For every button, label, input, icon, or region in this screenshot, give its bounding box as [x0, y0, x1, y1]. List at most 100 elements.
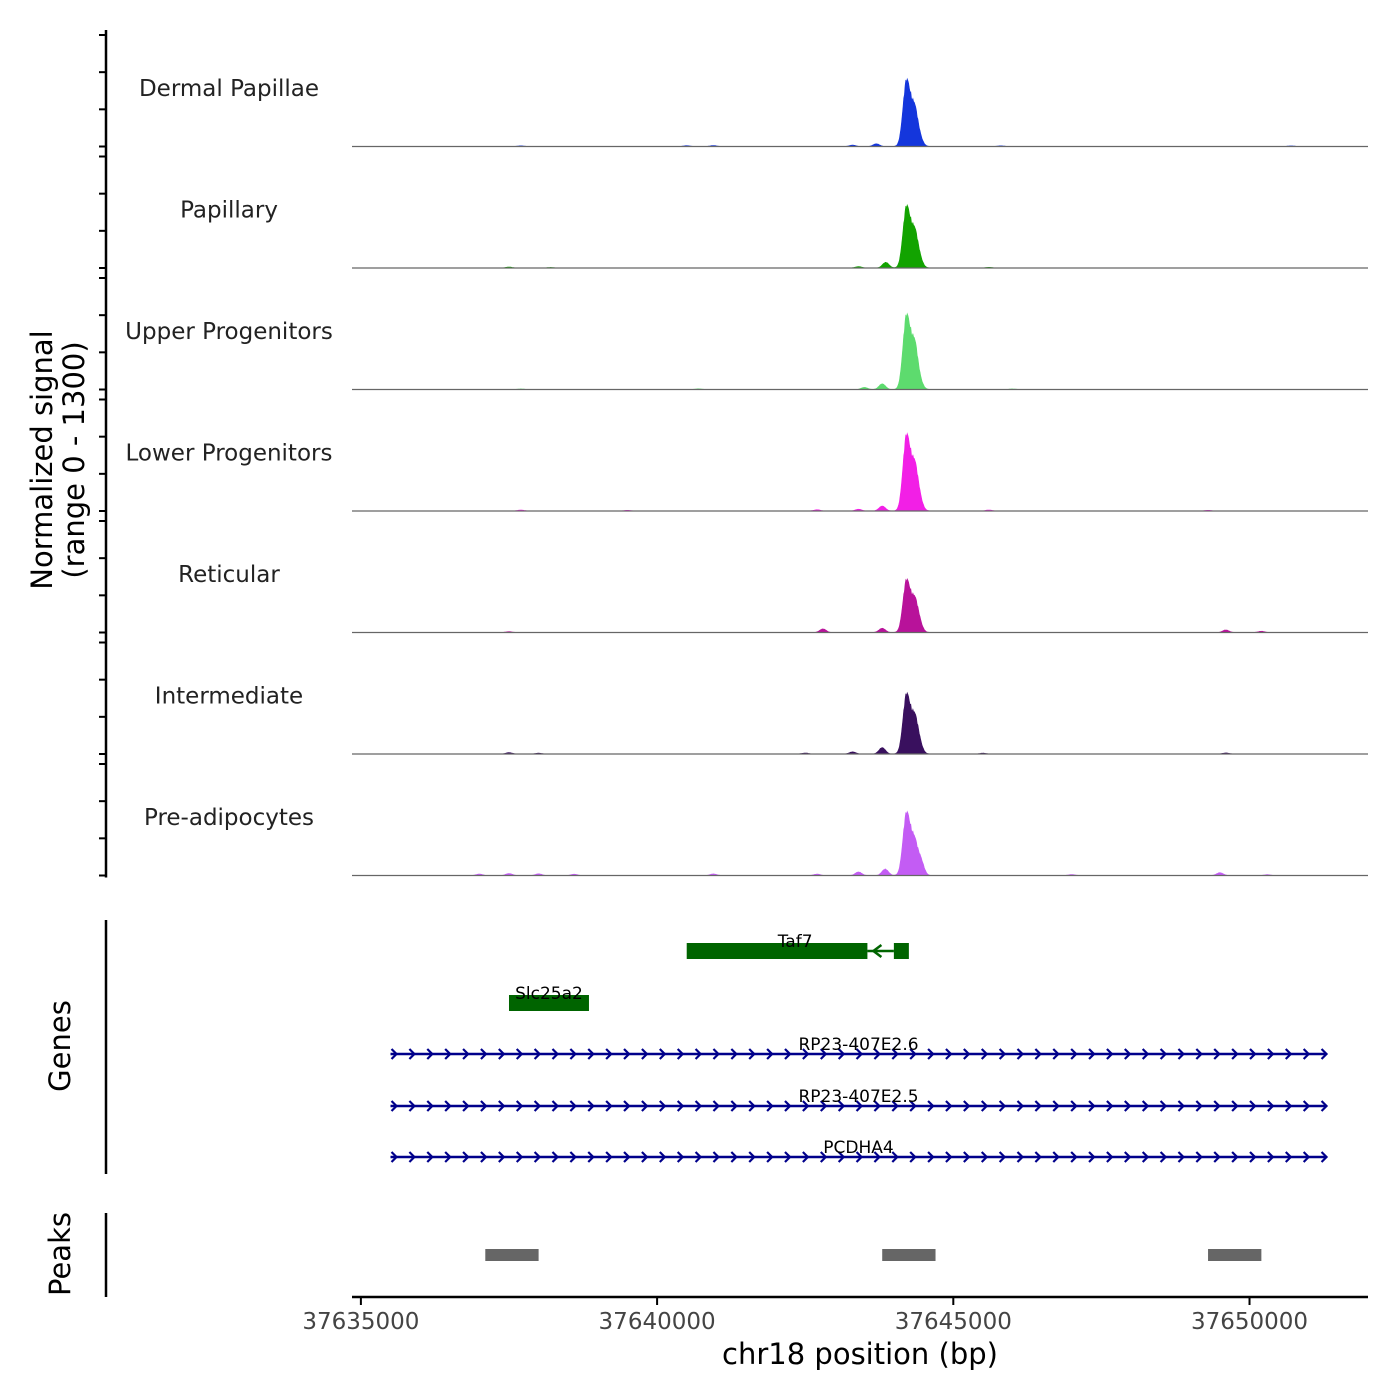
peak-region — [882, 1249, 936, 1261]
gene-strand-arrow — [462, 1048, 470, 1060]
gene-label: RP23-407E2.5 — [798, 1087, 918, 1107]
gene-strand-arrow — [515, 1048, 524, 1060]
gene-1: Slc25a2 — [508, 984, 589, 1011]
track-area — [352, 432, 1368, 512]
track-area — [352, 312, 1368, 390]
gene-strand-arrow — [766, 1100, 774, 1112]
track-area — [352, 577, 1368, 633]
gene-strand-arrow — [498, 1100, 506, 1112]
gene-strand-arrow — [587, 1048, 595, 1060]
gene-strand-arrow — [1088, 1151, 1096, 1163]
gene-exon — [893, 943, 909, 959]
gene-strand-arrow — [998, 1048, 1007, 1060]
gene-strand-arrow — [1070, 1100, 1078, 1112]
gene-label: Taf7 — [777, 932, 813, 952]
gene-strand-arrow — [891, 1151, 899, 1163]
gene-strand-arrow — [1106, 1100, 1114, 1112]
gene-strand-arrow — [1195, 1151, 1203, 1163]
gene-strand-arrow — [748, 1100, 756, 1112]
gene-strand-arrow — [873, 1151, 881, 1163]
gene-strand-arrow — [945, 1048, 953, 1060]
gene-strand-arrow — [1195, 1048, 1203, 1060]
x-tick-label: 37650000 — [1191, 1309, 1308, 1335]
gene-strand-arrow — [963, 1048, 971, 1060]
gene-strand-arrow — [533, 1048, 542, 1060]
axes: 37635000 37640000 37645000 37650000 — [99, 30, 1368, 1335]
gene-strand-arrow — [623, 1048, 631, 1060]
gene-strand-arrow — [802, 1151, 810, 1163]
gene-label: Slc25a2 — [515, 984, 583, 1004]
y-axis-title: Normalized signal — [25, 330, 59, 589]
gene-strand-arrow — [837, 1100, 846, 1112]
track-label: Pre-adipocytes — [144, 805, 314, 831]
gene-strand-arrow — [1159, 1100, 1168, 1112]
gene-strand-arrow — [784, 1100, 792, 1112]
gene-strand-arrow — [569, 1151, 577, 1163]
gene-strand-arrow — [1177, 1048, 1186, 1060]
track-area — [352, 204, 1368, 269]
gene-4: PCDHA4 — [390, 1138, 1329, 1163]
gene-annotation-panel: Taf7 Slc25a2 RP23-407E2.6 RP23-407E2.5 PCDHA… — [390, 932, 1329, 1163]
gene-strand-arrow — [408, 1048, 416, 1060]
gene-strand-arrow — [551, 1151, 560, 1163]
gene-strand-arrow — [730, 1151, 738, 1163]
gene-strand-arrow — [748, 1048, 756, 1060]
gene-strand-arrow — [462, 1100, 470, 1112]
gene-strand-arrow — [498, 1151, 506, 1163]
track-label: Papillary — [180, 197, 278, 223]
gene-strand-arrow — [766, 1048, 774, 1060]
gene-strand-arrow — [980, 1100, 989, 1112]
track-0: Dermal Papillae — [139, 76, 1368, 148]
gene-strand-arrow — [551, 1100, 560, 1112]
gene-strand-arrow — [676, 1100, 685, 1112]
genes-panel-label: Genes — [43, 1000, 77, 1092]
gene-strand-arrow — [980, 1048, 989, 1060]
gene-strand-arrow — [551, 1048, 560, 1060]
gene-strand-arrow — [1177, 1100, 1186, 1112]
gene-strand-arrow — [480, 1151, 488, 1163]
gene-strand-arrow — [1284, 1100, 1293, 1112]
track-1: Papillary — [180, 197, 1368, 269]
gene-strand-arrow — [1249, 1048, 1257, 1060]
gene-strand-arrow — [1284, 1151, 1293, 1163]
gene-strand-arrow — [1034, 1100, 1042, 1112]
gene-strand-arrow — [390, 1100, 399, 1112]
gene-strand-arrow — [927, 1151, 935, 1163]
gene-strand-arrow — [784, 1048, 792, 1060]
gene-strand-arrow — [641, 1048, 649, 1060]
track-6: Pre-adipocytes — [144, 805, 1368, 877]
gene-strand-arrow — [909, 1100, 917, 1112]
gene-strand-arrow — [390, 1151, 399, 1163]
track-area — [352, 691, 1368, 755]
gene-strand-arrow — [1249, 1151, 1257, 1163]
gene-strand-arrow — [462, 1151, 470, 1163]
gene-strand-arrow — [1267, 1048, 1275, 1060]
x-axis-title: chr18 position (bp) — [722, 1337, 998, 1371]
track-area — [352, 810, 1368, 876]
gene-strand-arrow — [1231, 1048, 1239, 1060]
peak-region — [1208, 1249, 1262, 1261]
track-2: Upper Progenitors — [125, 312, 1368, 391]
gene-strand-arrow — [605, 1048, 613, 1060]
gene-strand-arrow — [891, 1100, 899, 1112]
gene-strand-arrow — [605, 1100, 613, 1112]
gene-strand-arrow — [1213, 1100, 1221, 1112]
gene-strand-arrow — [1249, 1100, 1257, 1112]
gene-strand-arrow — [1052, 1100, 1060, 1112]
gene-strand-arrow — [1124, 1100, 1132, 1112]
gene-strand-arrow — [909, 1048, 917, 1060]
gene-strand-arrow — [909, 1151, 917, 1163]
peaks-panel-label: Peaks — [43, 1212, 77, 1296]
gene-strand-arrow — [659, 1048, 667, 1060]
gene-strand-arrow — [659, 1151, 667, 1163]
gene-strand-arrow — [515, 1100, 524, 1112]
gene-strand-arrow — [515, 1151, 524, 1163]
gene-strand-arrow — [730, 1100, 738, 1112]
gene-strand-arrow — [1141, 1151, 1150, 1163]
gene-strand-arrow — [1195, 1100, 1203, 1112]
gene-strand-arrow — [605, 1151, 613, 1163]
gene-strand-arrow — [426, 1151, 434, 1163]
gene-strand-arrow — [1016, 1151, 1025, 1163]
gene-strand-arrow — [623, 1100, 631, 1112]
gene-strand-arrow — [1070, 1151, 1078, 1163]
